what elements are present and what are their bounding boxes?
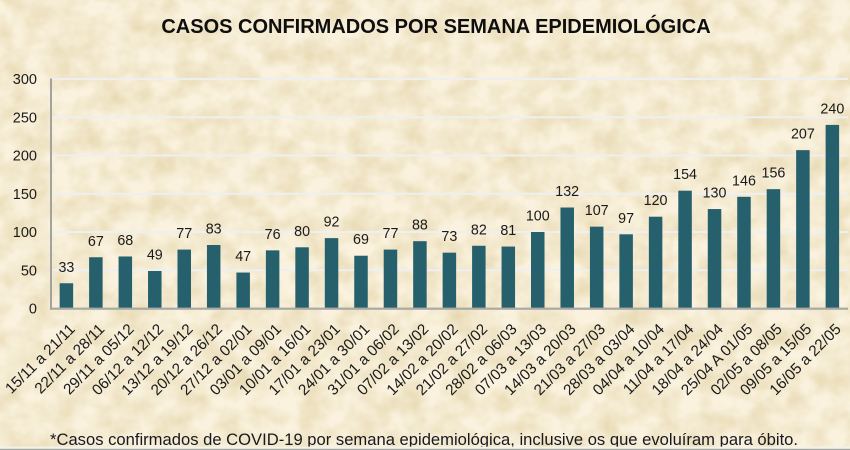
svg-text:130: 130	[703, 186, 727, 202]
svg-text:240: 240	[820, 101, 844, 117]
svg-text:81: 81	[500, 223, 516, 239]
svg-text:132: 132	[555, 184, 579, 200]
svg-text:120: 120	[644, 193, 668, 209]
svg-text:97: 97	[618, 211, 634, 227]
svg-text:100: 100	[13, 225, 37, 241]
svg-text:68: 68	[117, 233, 133, 249]
svg-text:CASOS CONFIRMADOS POR SEMANA E: CASOS CONFIRMADOS POR SEMANA EPIDEMIOLÓG…	[161, 14, 710, 38]
svg-text:0: 0	[29, 302, 37, 318]
svg-text:154: 154	[673, 167, 697, 183]
svg-text:100: 100	[526, 209, 550, 225]
svg-text:207: 207	[791, 127, 815, 143]
svg-text:88: 88	[412, 218, 428, 234]
svg-text:146: 146	[732, 173, 756, 189]
svg-text:80: 80	[294, 224, 310, 240]
svg-text:200: 200	[13, 149, 37, 165]
svg-text:50: 50	[21, 263, 37, 279]
svg-text:73: 73	[441, 229, 457, 245]
svg-text:69: 69	[353, 232, 369, 248]
svg-text:82: 82	[471, 222, 487, 238]
svg-text:83: 83	[206, 222, 222, 238]
svg-text:250: 250	[13, 110, 37, 126]
svg-text:*Casos confirmados de COVID-19: *Casos confirmados de COVID-19 por seman…	[50, 430, 798, 449]
svg-text:49: 49	[147, 248, 163, 264]
svg-text:77: 77	[176, 226, 192, 242]
svg-text:47: 47	[235, 249, 251, 265]
svg-text:156: 156	[762, 166, 786, 182]
svg-text:67: 67	[88, 234, 104, 250]
svg-text:76: 76	[265, 227, 281, 243]
svg-text:150: 150	[13, 187, 37, 203]
svg-text:33: 33	[58, 260, 74, 276]
svg-text:77: 77	[383, 226, 399, 242]
svg-text:107: 107	[585, 203, 609, 219]
svg-text:92: 92	[324, 215, 340, 231]
svg-text:300: 300	[13, 72, 37, 88]
